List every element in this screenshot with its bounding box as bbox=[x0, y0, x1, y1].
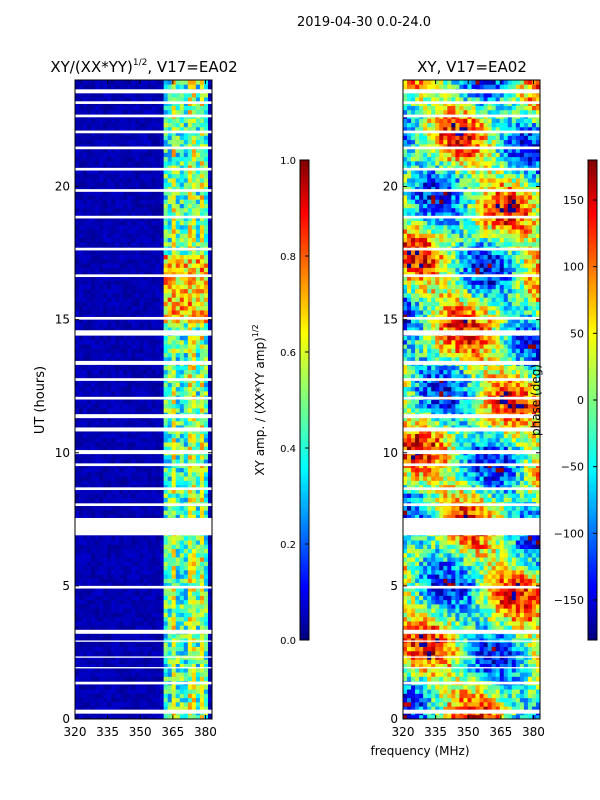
colorbar-tick-label: 0.6 bbox=[280, 348, 296, 359]
colorbar-tick-label: 150 bbox=[563, 194, 584, 207]
y-tick-label: 10 bbox=[55, 446, 70, 460]
x-ticks-amplitude: 320 335 350 365 380 bbox=[64, 80, 217, 739]
heatmap-amplitude bbox=[75, 80, 212, 719]
x-tick-label: 380 bbox=[194, 725, 217, 739]
y-ticks-phase: 0 5 10 15 20 bbox=[383, 180, 540, 726]
x-tick-label: 365 bbox=[489, 725, 512, 739]
y-tick-label: 5 bbox=[390, 579, 398, 593]
panel-phase: XY, V17=EA02 320 335 350 365 380 0 5 10 15 20 fr… bbox=[370, 58, 544, 758]
axes-frame-amplitude bbox=[74, 79, 213, 720]
colorbar-amplitude-gradient bbox=[299, 159, 310, 641]
x-tick-label: 335 bbox=[96, 725, 119, 739]
figure-suptitle: 2019-04-30 0.0-24.0 bbox=[297, 15, 431, 30]
colorbar-phase: −150 −100 −50 0 50 100 150 phase (deg) bbox=[529, 159, 598, 641]
heatmap-phase bbox=[403, 80, 540, 719]
x-tick-label: 350 bbox=[129, 725, 152, 739]
axes-frame-phase bbox=[402, 79, 541, 720]
y-tick-label: 10 bbox=[383, 446, 398, 460]
colorbar-tick-label: 100 bbox=[563, 261, 584, 274]
x-ticks-phase: 320 335 350 365 380 bbox=[392, 80, 545, 739]
colorbar-tick-label: 1.0 bbox=[280, 156, 296, 167]
y-axis-label: UT (hours) bbox=[33, 366, 48, 434]
x-tick-label: 365 bbox=[161, 725, 184, 739]
y-tick-label: 15 bbox=[55, 313, 70, 327]
x-tick-label: 320 bbox=[64, 725, 87, 739]
colorbar-tick-label: 0 bbox=[577, 394, 584, 407]
x-tick-label: 350 bbox=[457, 725, 480, 739]
y-tick-label: 20 bbox=[55, 180, 70, 194]
y-tick-label: 0 bbox=[390, 712, 398, 726]
colorbar-tick-label: 50 bbox=[570, 327, 584, 340]
y-tick-label: 15 bbox=[383, 313, 398, 327]
x-tick-label: 380 bbox=[522, 725, 545, 739]
y-ticks-amplitude: 0 5 10 15 20 bbox=[55, 180, 212, 726]
x-tick-label: 320 bbox=[392, 725, 415, 739]
colorbar-amplitude: 0.0 0.2 0.4 0.6 0.8 1.0 XY amp. / (XX*YY amp)… bbox=[251, 156, 310, 647]
panel-phase-title: XY, V17=EA02 bbox=[417, 58, 527, 76]
x-tick-label: 335 bbox=[424, 725, 447, 739]
colorbar-tick-label: 0.8 bbox=[280, 252, 296, 263]
panel-amplitude: XY/(XX*YY)1/2, V17=EA02 320 335 350 365 380 … bbox=[33, 58, 238, 739]
colorbar-tick-label: 0.2 bbox=[280, 540, 296, 551]
colorbar-tick-label: −100 bbox=[554, 527, 584, 540]
x-axis-label: frequency (MHz) bbox=[370, 744, 469, 758]
panel-amplitude-title: XY/(XX*YY)1/2, V17=EA02 bbox=[50, 58, 237, 76]
y-tick-label: 5 bbox=[62, 579, 70, 593]
colorbar-tick-label: −50 bbox=[561, 461, 584, 474]
colorbar-phase-label: phase (deg) bbox=[529, 364, 543, 436]
colorbar-tick-label: 0.0 bbox=[280, 636, 296, 647]
y-tick-label: 20 bbox=[383, 180, 398, 194]
colorbar-amplitude-label: XY amp. / (XX*YY amp)1/2 bbox=[251, 324, 267, 475]
colorbar-tick-label: −150 bbox=[554, 594, 584, 607]
colorbar-tick-label: 0.4 bbox=[280, 444, 296, 455]
y-tick-label: 0 bbox=[62, 712, 70, 726]
